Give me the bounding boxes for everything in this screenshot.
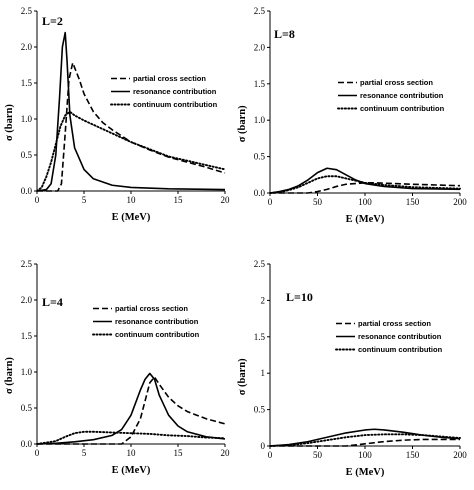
y-tick-label: 0.0 [21,186,33,196]
legend: partial cross section resonance contribut… [337,78,445,113]
y-tick-label: 2.5 [21,259,33,269]
x-tick-label: 50 [313,197,323,207]
x-tick-label: 0 [268,450,273,460]
y-tick-label: 2.5 [254,6,266,16]
y-tick-label: 0.5 [21,150,33,160]
y-tick-label: 2.0 [254,42,266,52]
series-dashed-line [270,182,461,194]
legend-entry: partial cross section [133,74,206,83]
y-tick-label: 1.5 [254,332,266,342]
legend-entry: continuum contribution [115,330,200,339]
legend-entry: partial cross section [358,319,431,328]
x-tick-label: 5 [82,195,87,205]
y-tick-label: 1.5 [254,79,266,89]
legend-entry: partial cross section [115,304,188,313]
series-dotted-line [36,110,226,192]
x-tick-label: 100 [358,450,372,460]
legend-entry: resonance contribution [115,317,199,326]
panel-1: 0.0 0.5 1.0 1.5 2.0 2.5 0 5 10 15 20 partial cross … [4,6,230,223]
y-axis-title: σ (barn) [237,105,248,142]
series-solid-line [36,372,226,445]
panel-4: 0 0.5 1 1.5 2 2.5 0 50 100 150 200 partial cross se… [237,259,467,478]
x-tick-label: 15 [174,448,184,458]
panel-label: L=10 [286,290,313,304]
y-tick-label: 1.5 [21,331,33,341]
panel-3: 0.0 0.5 1.0 1.5 2.0 2.5 0 5 10 15 20 partial cross … [4,259,230,476]
x-axis-title: E (MeV) [112,465,151,476]
y-axis-title: σ (barn) [4,357,15,394]
legend-entry: continuum contribution [358,345,443,354]
y-tick-label: 0.0 [21,439,33,449]
x-tick-label: 20 [221,448,231,458]
y-tick-label: 1.0 [254,115,266,125]
y-tick-label: 0.5 [254,405,266,415]
y-tick-label: 2.0 [21,42,33,52]
x-tick-label: 0 [268,197,273,207]
y-tick-label: 2.5 [254,259,266,269]
y-axis-title: σ (barn) [4,104,15,141]
x-axis-title: E (MeV) [346,467,385,478]
x-tick-label: 200 [453,197,467,207]
y-tick-label: 2.5 [21,6,33,16]
y-tick-label: 2.0 [21,295,33,305]
panel-2: 0.0 0.5 1.0 1.5 2.0 2.5 0 50 100 150 200 partial cr… [237,6,467,225]
series-dotted-line [269,433,461,447]
panel-label: L=4 [42,295,63,309]
series-solid-line [269,167,461,194]
legend: partial cross section resonance contribut… [92,304,200,339]
series-dotted-line [269,175,461,194]
series-dashed-line [37,376,226,445]
x-axis-title: E (MeV) [346,214,385,225]
legend-entry: continuum contribution [360,104,445,113]
x-axis-title: E (MeV) [112,212,151,223]
panel-label: L=2 [42,14,63,28]
y-tick-label: 1.0 [21,114,33,124]
y-tick-label: 0.5 [21,403,33,413]
y-tick-label: 0.5 [254,152,266,162]
y-tick-label: 0 [261,441,266,451]
y-tick-label: 1.5 [21,78,33,88]
y-tick-label: 0.0 [254,188,266,198]
y-axis-title: σ (barn) [237,358,248,395]
x-tick-label: 150 [406,197,420,207]
legend: partial cross section resonance contribut… [335,319,443,354]
x-tick-label: 0 [35,195,40,205]
series-dashed-line [37,62,226,192]
x-tick-label: 15 [174,195,184,205]
legend-entry: resonance contribution [133,87,217,96]
x-tick-label: 100 [358,197,372,207]
series-dotted-line [36,430,226,445]
x-tick-label: 10 [127,195,137,205]
legend-entry: continuum contribution [133,100,218,109]
x-tick-label: 20 [221,195,231,205]
legend-entry: resonance contribution [360,91,444,100]
panel-label: L=8 [274,27,295,41]
x-tick-label: 150 [406,450,420,460]
legend-entry: resonance contribution [358,332,442,341]
x-tick-label: 10 [127,448,137,458]
legend-entry: partial cross section [360,78,433,87]
x-tick-label: 5 [82,448,87,458]
x-tick-label: 200 [453,450,467,460]
y-tick-label: 1.0 [21,367,33,377]
legend: partial cross section resonance contribut… [110,74,218,109]
y-tick-label: 1 [261,368,266,378]
x-tick-label: 0 [35,448,40,458]
series-solid-line [36,31,226,192]
x-tick-label: 50 [313,450,323,460]
y-tick-label: 2 [261,295,266,305]
